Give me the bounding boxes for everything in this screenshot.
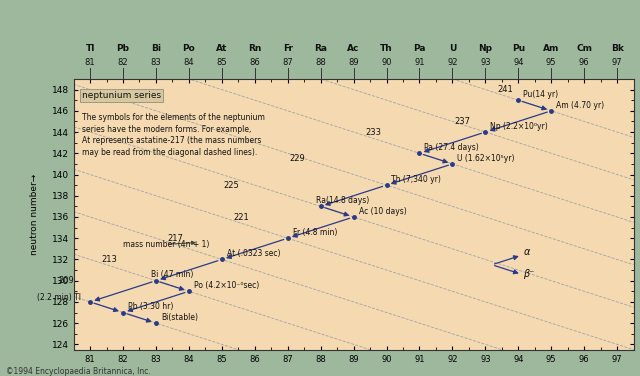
Text: 221: 221	[234, 213, 249, 222]
Text: 89: 89	[348, 58, 359, 67]
Text: 82: 82	[118, 58, 129, 67]
Text: Am: Am	[543, 44, 559, 53]
Text: mass number (4n + 1): mass number (4n + 1)	[123, 240, 209, 249]
Text: U: U	[449, 44, 456, 53]
Text: β⁻: β⁻	[524, 270, 534, 279]
Text: 91: 91	[414, 58, 425, 67]
Text: Cm: Cm	[576, 44, 592, 53]
Text: Th (7,340 yr): Th (7,340 yr)	[392, 175, 442, 184]
Text: Ac (10 days): Ac (10 days)	[358, 207, 406, 216]
Text: Pb (3.30 hr): Pb (3.30 hr)	[128, 302, 173, 311]
Text: At (.0323 sec): At (.0323 sec)	[227, 249, 280, 258]
Text: 83: 83	[150, 58, 161, 67]
Text: 217: 217	[168, 234, 183, 243]
Text: Rn: Rn	[248, 44, 262, 53]
Text: Bi: Bi	[151, 44, 161, 53]
Text: Th: Th	[380, 44, 393, 53]
Text: 229: 229	[289, 155, 305, 163]
Text: 87: 87	[282, 58, 293, 67]
Text: 241: 241	[497, 85, 513, 94]
Text: Np (2.2×10⁰yr): Np (2.2×10⁰yr)	[490, 122, 548, 131]
Text: Ra(14.8 days): Ra(14.8 days)	[316, 196, 369, 205]
Text: Po (4.2×10⁻⁰sec): Po (4.2×10⁻⁰sec)	[194, 281, 259, 290]
Text: 225: 225	[223, 181, 239, 190]
Text: neptunium series: neptunium series	[82, 91, 161, 100]
Text: 85: 85	[216, 58, 227, 67]
Text: 88: 88	[316, 58, 326, 67]
Text: Ac: Ac	[348, 44, 360, 53]
Text: 84: 84	[184, 58, 194, 67]
Text: 237: 237	[454, 117, 470, 126]
Text: At: At	[216, 44, 228, 53]
Text: Bi (47 min): Bi (47 min)	[151, 270, 193, 279]
Text: 81: 81	[84, 58, 95, 67]
Text: U (1.62×10⁵yr): U (1.62×10⁵yr)	[458, 154, 515, 163]
Text: Ra: Ra	[314, 44, 327, 53]
Text: 213: 213	[102, 255, 118, 264]
Text: Np: Np	[478, 44, 492, 53]
Text: α: α	[524, 247, 530, 257]
Text: 93: 93	[480, 58, 491, 67]
Text: 209: 209	[59, 276, 74, 285]
Text: Po: Po	[182, 44, 195, 53]
Text: Tl: Tl	[85, 44, 95, 53]
Text: Am (4.70 yr): Am (4.70 yr)	[556, 101, 604, 110]
Text: Pa (27.4 days): Pa (27.4 days)	[424, 143, 479, 152]
Text: Fr: Fr	[283, 44, 292, 53]
Text: The symbols for the elements of the neptunium
series have the modern forms. For : The symbols for the elements of the nept…	[82, 113, 265, 157]
Text: 86: 86	[250, 58, 260, 67]
Text: ©1994 Encyclopaedia Britannica, Inc.: ©1994 Encyclopaedia Britannica, Inc.	[6, 367, 151, 376]
Text: Pu(14 yr): Pu(14 yr)	[524, 89, 558, 99]
Text: 95: 95	[546, 58, 557, 67]
Text: 233: 233	[365, 128, 381, 137]
Text: 92: 92	[447, 58, 458, 67]
Text: neutron number→: neutron number→	[30, 174, 39, 255]
Text: 94: 94	[513, 58, 524, 67]
Text: 96: 96	[579, 58, 589, 67]
Text: Bi(stable): Bi(stable)	[161, 313, 198, 322]
Text: 97: 97	[612, 58, 623, 67]
Text: Pu: Pu	[512, 44, 525, 53]
Text: Pa: Pa	[413, 44, 426, 53]
Text: Bk: Bk	[611, 44, 623, 53]
Text: Pb: Pb	[116, 44, 129, 53]
Text: Fr (4.8 min): Fr (4.8 min)	[292, 228, 337, 237]
Text: 90: 90	[381, 58, 392, 67]
Text: (2.2 min) Tl: (2.2 min) Tl	[37, 293, 81, 302]
